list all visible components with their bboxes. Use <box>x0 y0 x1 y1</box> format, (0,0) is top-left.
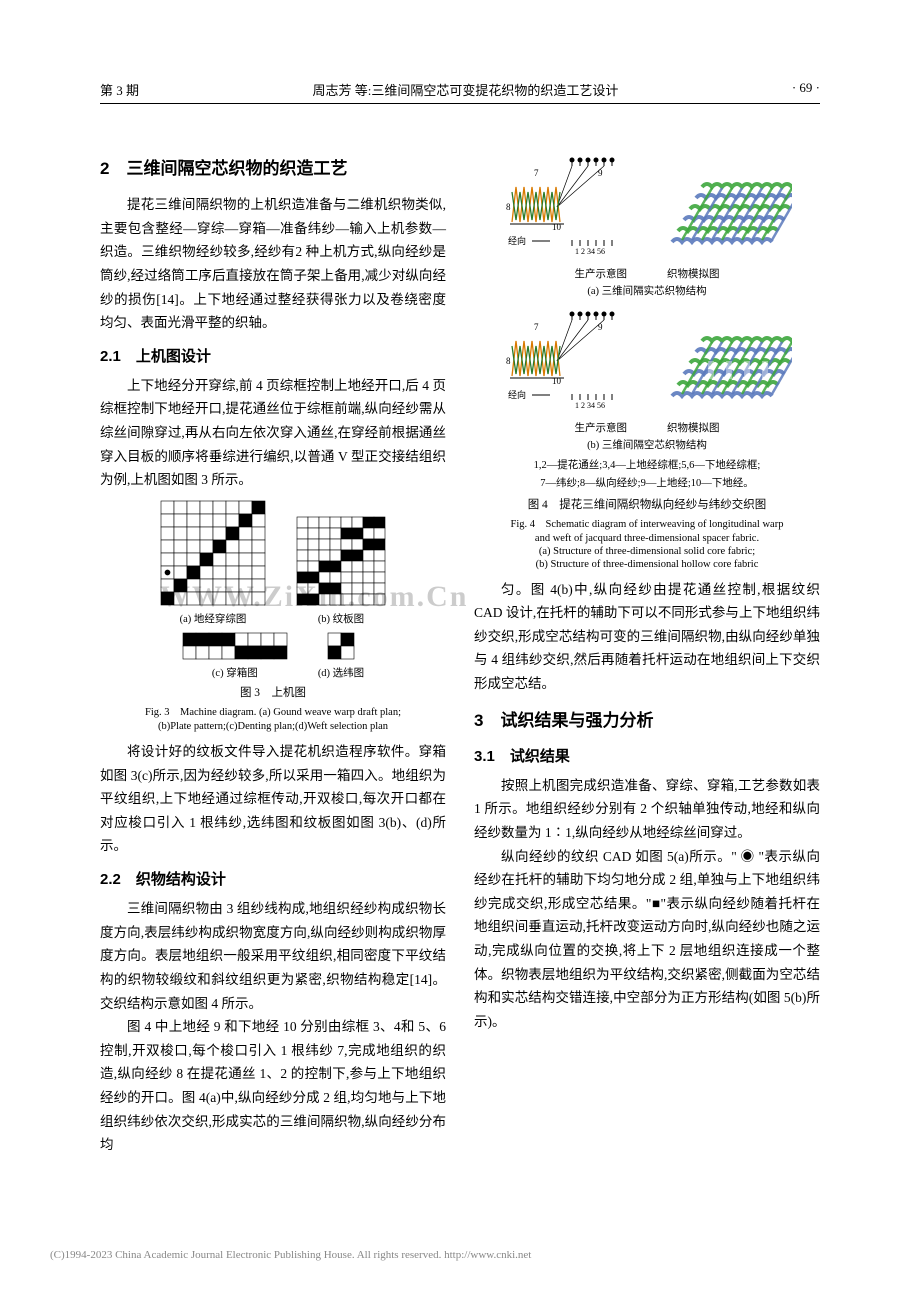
fig4a-schematic: 1 2 34 5678910经向 <box>502 152 652 262</box>
svg-text:1 2 34 56: 1 2 34 56 <box>575 401 605 410</box>
section-3-1-p1: 按照上机图完成织造准备、穿综、穿箱,工艺参数如表 1 所示。地组织经纱分别有 2… <box>474 774 820 845</box>
fig4-sub-a: (a) 三维间隔实芯织物结构 <box>474 283 820 298</box>
fig3-d-label: (d) 选纬图 <box>318 665 364 680</box>
fig3-grid-c <box>182 632 288 660</box>
svg-text:7: 7 <box>534 168 539 178</box>
section-2-2-heading: 2.2 织物结构设计 <box>100 868 446 889</box>
fig3-caption-cn: 图 3 上机图 <box>100 684 446 700</box>
section-2-1-p2: 将设计好的纹板文件导入提花机织造程序软件。穿箱如图 3(c)所示,因为经纱较多,… <box>100 740 446 858</box>
fig4-label-right-a: 织物模拟图 <box>667 266 720 281</box>
fig3-c-label: (c) 穿箱图 <box>182 665 288 680</box>
svg-text:9: 9 <box>598 168 603 178</box>
fig4-legend-2: 7—纬纱;8—纵向经纱;9—上地经;10—下地经。 <box>474 476 820 492</box>
svg-text:1 2 34 56: 1 2 34 56 <box>575 247 605 256</box>
fig3-grid-d <box>327 632 355 660</box>
footer-copyright: (C)1994-2023 China Academic Journal Elec… <box>50 1249 531 1261</box>
fig4-label-left-a: 生产示意图 <box>575 266 628 281</box>
svg-text:8: 8 <box>506 202 511 212</box>
fig3-caption-en2: (b)Plate pattern;(c)Denting plan;(d)Weft… <box>100 721 446 732</box>
fig4b-schematic: 1 2 34 5678910经向 <box>502 306 652 416</box>
running-title: 周志芳 等:三维间隔空芯可变提花织物的织造工艺设计 <box>312 80 618 99</box>
svg-text:经向: 经向 <box>508 389 526 400</box>
fig4-legend-1: 1,2—提花通丝;3,4—上地经综框;5,6—下地经综框; <box>474 458 820 474</box>
section-2-p1: 提花三维间隔织物的上机织造准备与二维机织物类似,主要包含整经—穿综—穿箱—准备纬… <box>100 193 446 335</box>
fig3-caption-en1: Fig. 3 Machine diagram. (a) Gound weave … <box>100 704 446 719</box>
fig3-grid-a <box>160 500 266 606</box>
fig4-caption-en4: (b) Structure of three-dimensional hollo… <box>474 559 820 570</box>
fig4-caption-en2: and weft of jacquard three-dimensional s… <box>474 533 820 544</box>
figure-3: (a) 地经穿综图 (b) 纹板图 (c) 穿箱图 (d) 选纬图 <box>100 500 446 732</box>
svg-text:8: 8 <box>506 356 511 366</box>
fig4-label-right-b: 织物模拟图 <box>667 420 720 435</box>
svg-text:7: 7 <box>534 322 539 332</box>
fig3-b-label: (b) 纹板图 <box>296 611 386 626</box>
fig4b-mesh <box>662 326 792 416</box>
figure-4: 1 2 34 5678910经向 生产示意图 织物模拟图 (a) 三维间隔实芯织… <box>474 152 820 570</box>
svg-text:10: 10 <box>552 376 562 386</box>
section-3-heading: 3 试织结果与强力分析 <box>474 706 820 731</box>
fig4-sub-b: (b) 三维间隔空芯织物结构 <box>474 437 820 452</box>
section-2-1-p1: 上下地经分开穿综,前 4 页综框控制上地经开口,后 4 页综框控制下地经开口,提… <box>100 374 446 492</box>
fig4-caption-cn: 图 4 提花三维间隔织物纵向经纱与纬纱交织图 <box>474 496 820 512</box>
fig3-grid-b <box>296 516 386 606</box>
fig4-caption-en1: Fig. 4 Schematic diagram of interweaving… <box>474 516 820 531</box>
svg-text:经向: 经向 <box>508 235 526 246</box>
fig4-caption-en3: (a) Structure of three-dimensional solid… <box>474 546 820 557</box>
col2-continuation-p1: 匀。图 4(b)中,纵向经纱由提花通丝控制,根据纹织 CAD 设计,在托杆的辅助… <box>474 578 820 696</box>
svg-text:9: 9 <box>598 322 603 332</box>
section-3-1-heading: 3.1 试织结果 <box>474 745 820 766</box>
section-2-heading: 2 三维间隔空芯织物的织造工艺 <box>100 154 446 179</box>
section-3-1-p2: 纵向经纱的纹织 CAD 如图 5(a)所示。" ◉ "表示纵向经纱在托杆的辅助下… <box>474 845 820 1034</box>
issue-number: 第 3 期 <box>100 80 139 99</box>
page-number: · 69 · <box>792 80 820 99</box>
left-column: 2 三维间隔空芯织物的织造工艺 提花三维间隔织物的上机织造准备与二维机织物类似,… <box>100 144 446 1157</box>
fig4-label-left-b: 生产示意图 <box>575 420 628 435</box>
right-column: 1 2 34 5678910经向 生产示意图 织物模拟图 (a) 三维间隔实芯织… <box>474 144 820 1157</box>
section-2-1-heading: 2.1 上机图设计 <box>100 345 446 366</box>
section-2-2-p1: 三维间隔织物由 3 组纱线构成,地组织经纱构成织物长度方向,表层纬纱构成织物宽度… <box>100 897 446 1015</box>
section-2-2-p2: 图 4 中上地经 9 和下地经 10 分别由综框 3、4和 5、6 控制,开双梭… <box>100 1015 446 1157</box>
fig3-a-label: (a) 地经穿综图 <box>160 611 266 626</box>
page-header: 第 3 期 周志芳 等:三维间隔空芯可变提花织物的织造工艺设计 · 69 · <box>100 80 820 104</box>
fig4a-mesh <box>662 172 792 262</box>
svg-text:10: 10 <box>552 222 562 232</box>
